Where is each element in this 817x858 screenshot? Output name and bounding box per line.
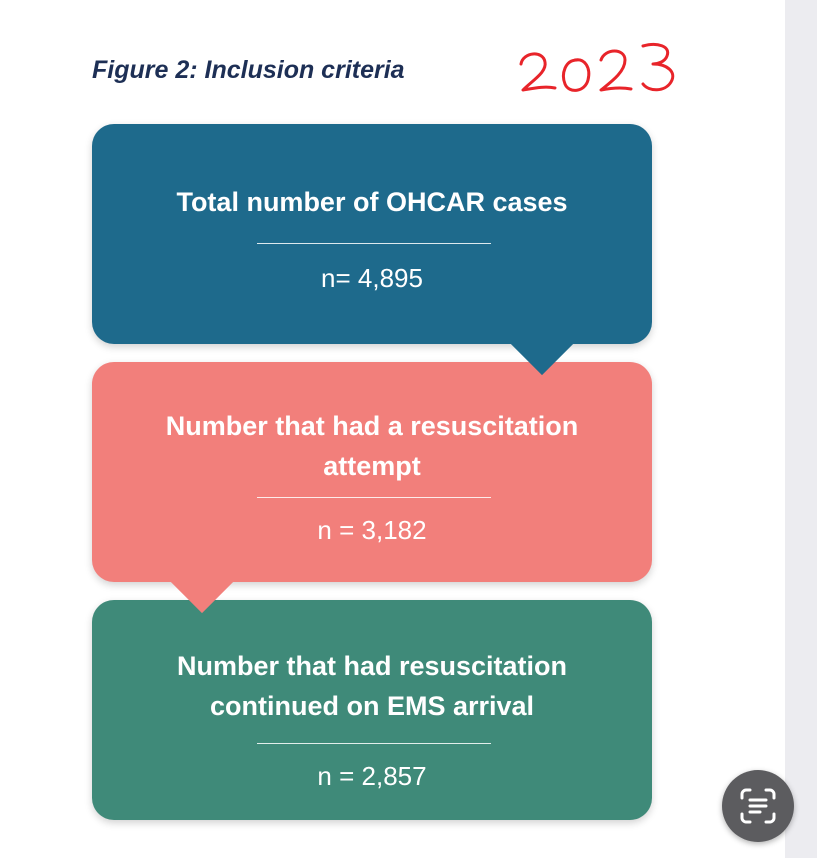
- flow-box-divider: [257, 743, 491, 744]
- screen-edge-strip: [785, 0, 817, 858]
- figure-title: Figure 2: Inclusion criteria: [92, 56, 405, 84]
- flow-box-total-cases: Total number of OHCAR cases n= 4,895: [92, 124, 652, 376]
- handwritten-year-annotation: 2023: [515, 38, 695, 100]
- flow-box-count: n = 2,857: [317, 761, 427, 791]
- text-scan-icon: [740, 788, 776, 824]
- flow-box-label: Number that had a resuscitation attempt: [165, 411, 579, 481]
- handwritten-year-drawing: [519, 42, 675, 92]
- flow-box-divider: [257, 497, 491, 498]
- text-scan-button[interactable]: [722, 770, 794, 842]
- flow-box-divider: [257, 243, 491, 244]
- flow-box-resuscitation-attempt: Number that had a resuscitation attempt …: [92, 362, 652, 614]
- flow-box-label: Number that had resuscitation continued …: [176, 651, 568, 721]
- flow-box-count: n = 3,182: [317, 515, 427, 545]
- flow-box-resuscitation-continued: Number that had resuscitation continued …: [92, 600, 652, 820]
- flow-box-count: n= 4,895: [321, 263, 423, 293]
- flow-box-label: Total number of OHCAR cases: [176, 187, 568, 217]
